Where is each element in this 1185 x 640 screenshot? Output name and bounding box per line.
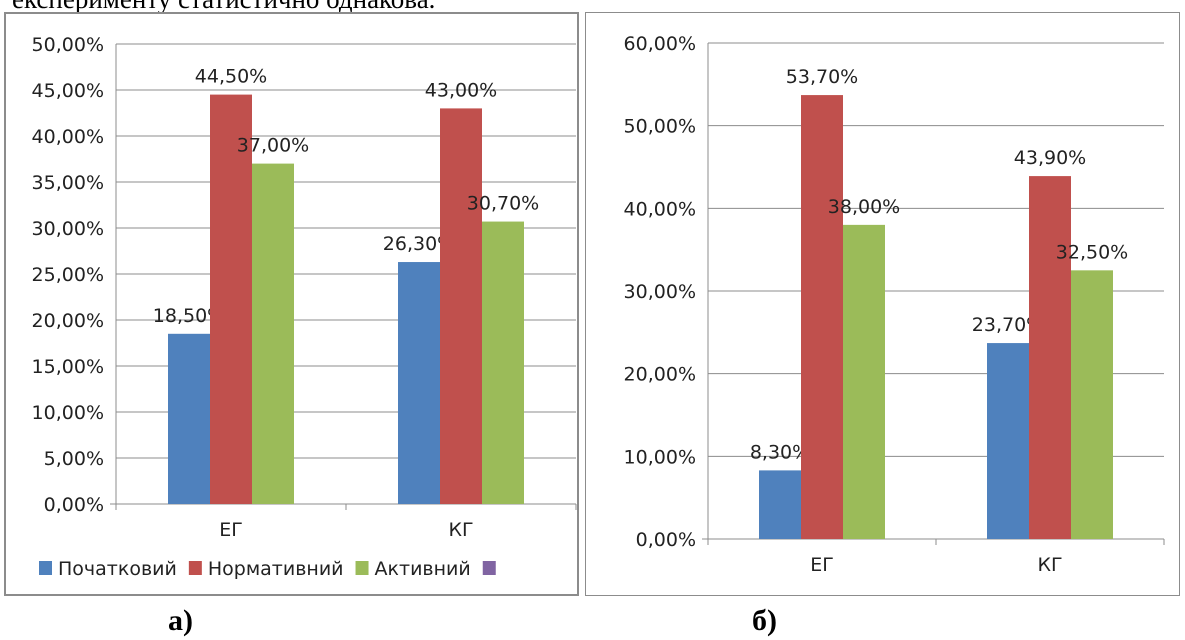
data-label: 44,50% — [195, 66, 267, 88]
data-label: 43,00% — [425, 79, 497, 101]
y-tick-label: 40,00% — [32, 126, 104, 148]
y-tick-label: 50,00% — [624, 116, 696, 138]
caption-b: б) — [752, 604, 777, 637]
legend-swatch — [355, 561, 369, 575]
y-tick-label: 0,00% — [636, 529, 696, 551]
bar-Нормативний — [801, 95, 843, 539]
bar-Нормативний — [440, 108, 482, 505]
data-label: 43,90% — [1014, 147, 1086, 169]
category-label: ЕГ — [810, 554, 834, 576]
category-label: КГ — [448, 519, 473, 541]
data-label: 8,30% — [750, 441, 810, 463]
y-tick-label: 20,00% — [624, 364, 696, 386]
y-tick-label: 15,00% — [32, 356, 104, 378]
bar-Початковий — [987, 343, 1029, 539]
data-label: 32,50% — [1056, 241, 1128, 263]
category-label: КГ — [1037, 554, 1062, 576]
bar-Початковий — [168, 333, 210, 504]
y-tick-label: 0,00% — [44, 494, 104, 516]
bar-Активний — [1071, 270, 1113, 539]
y-tick-label: 60,00% — [624, 33, 696, 55]
y-tick-label: 20,00% — [32, 310, 104, 332]
data-label: 38,00% — [828, 196, 900, 218]
y-tick-label: 50,00% — [32, 34, 104, 56]
data-label: 30,70% — [467, 193, 539, 215]
bar-Активний — [252, 163, 294, 504]
y-tick-label: 10,00% — [624, 446, 696, 468]
legend-swatch — [39, 561, 52, 575]
data-label: 53,70% — [786, 66, 858, 88]
data-label: 26,30% — [383, 233, 455, 255]
legend-label: Активний — [375, 558, 471, 580]
y-tick-label: 45,00% — [32, 80, 104, 102]
caption-a: а) — [168, 604, 193, 637]
data-label: 23,70% — [972, 314, 1044, 336]
legend-label: Нормативний — [208, 558, 344, 580]
chart-panel-a: 0,00% 5,00% 10,00% 15,00% 20,00% 25,00% 30,00%… — [4, 12, 579, 596]
y-tick-label: 30,00% — [624, 281, 696, 303]
bar-Нормативний — [210, 94, 252, 504]
bar-Початковий — [398, 262, 440, 504]
y-tick-label: 10,00% — [32, 402, 104, 424]
bar-Активний — [843, 224, 885, 539]
bar-Початковий — [759, 470, 801, 539]
category-label: ЕГ — [219, 519, 243, 541]
chart-panel-b: 0,00% 10,00% 20,00% 30,00% 40,00% 50,00% 60,00… — [585, 12, 1180, 596]
legend-swatch — [482, 561, 496, 575]
y-tick-label: 5,00% — [44, 448, 104, 470]
legend-label: Початковий — [58, 558, 177, 580]
chart-a-svg: 0,00% 5,00% 10,00% 15,00% 20,00% 25,00% 30,00%… — [32, 34, 577, 580]
y-tick-label: 35,00% — [32, 172, 104, 194]
top-text-line: експерименту статистично однакова. — [12, 0, 435, 14]
data-label: 37,00% — [237, 135, 309, 157]
bar-Активний — [482, 221, 524, 504]
y-tick-label: 25,00% — [32, 264, 104, 286]
chart-b-svg: 0,00% 10,00% 20,00% 30,00% 40,00% 50,00% 60,00… — [624, 33, 1165, 576]
bar-Нормативний — [1029, 176, 1071, 540]
y-tick-label: 40,00% — [624, 198, 696, 220]
legend-swatch — [188, 561, 202, 575]
y-tick-label: 30,00% — [32, 218, 104, 240]
data-label: 18,50% — [153, 305, 225, 327]
